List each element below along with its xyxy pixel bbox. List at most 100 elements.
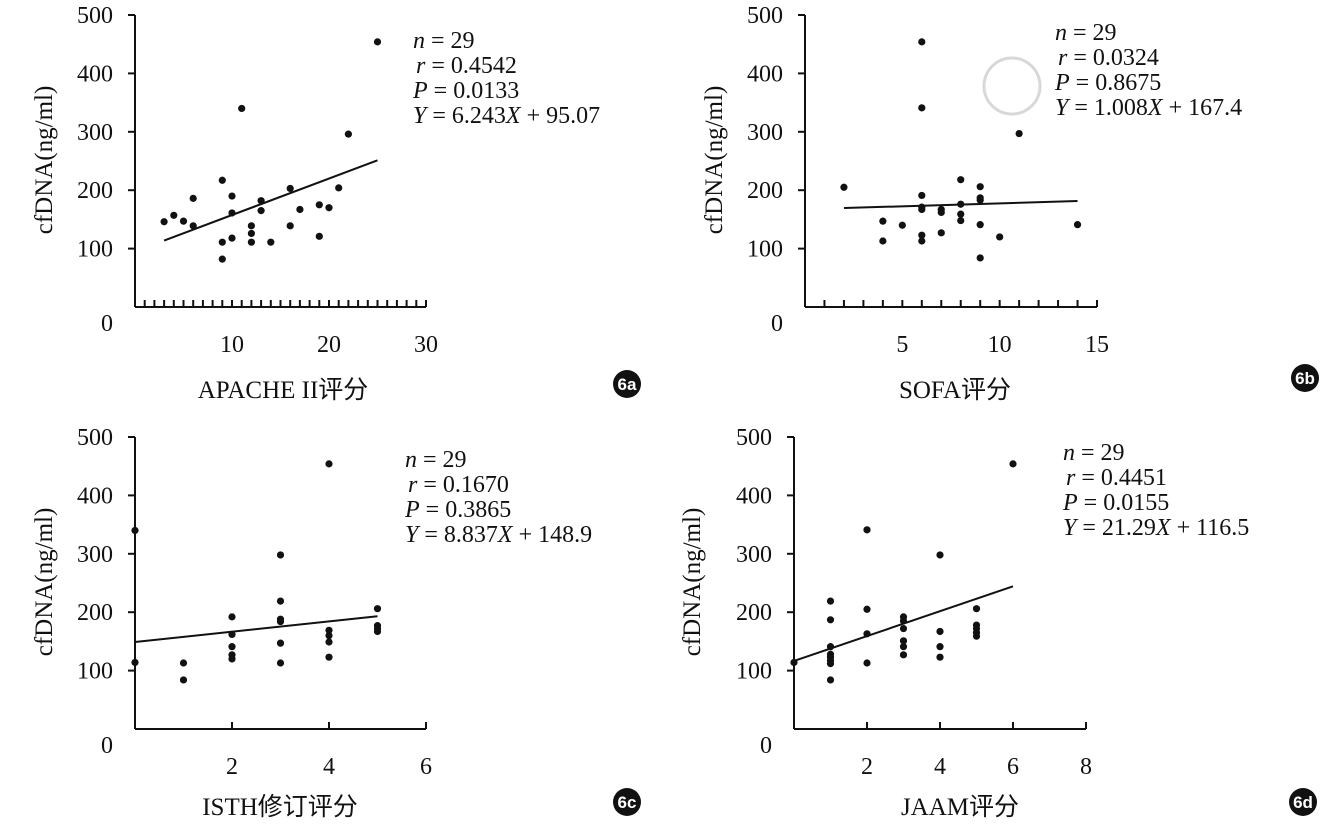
stat-slope: 8.837 [444, 522, 498, 548]
data-point [247, 222, 255, 230]
panel-badge-label: 6d [1293, 793, 1313, 812]
stat-equation: Y = 21.29X + 116.5 [1063, 515, 1249, 541]
y-tick-label: 100 [747, 237, 783, 263]
data-point [276, 551, 285, 559]
data-point [267, 238, 275, 246]
panel-6b: 0 100 200 300 400 500 5 10 15 cfDNA(ng/ml) SOFA评分 n… [701, 3, 1319, 404]
data-point [179, 659, 188, 667]
stat-symbol: r [408, 472, 418, 498]
stat-value-r: 0.0324 [1093, 45, 1159, 71]
y-tick-label: 300 [77, 120, 113, 146]
stat-symbol: P [412, 78, 428, 104]
stat-symbol: r [416, 53, 426, 79]
stat-eq: = [1070, 70, 1096, 96]
y-tick-label: 400 [747, 61, 783, 87]
data-point [957, 216, 965, 225]
stat-value-n: 29 [1093, 20, 1117, 46]
regression-line [163, 159, 378, 242]
x-axis-label: SOFA评分 [899, 376, 1011, 404]
stat-n: n = 29 [413, 28, 475, 54]
x-tick-label: 20 [317, 332, 341, 358]
stat-symbol: Y [1063, 515, 1079, 541]
data-point [179, 676, 188, 684]
stat-value-P: 0.3865 [445, 497, 511, 523]
stat-symbol: n [413, 28, 425, 54]
x-tick-label: 10 [988, 332, 1012, 358]
data-point [286, 222, 294, 230]
y-tick-label: 300 [736, 542, 772, 568]
stat-symbol: Y [413, 103, 429, 129]
data-point [957, 176, 965, 184]
stat-value-P: 0.0133 [453, 78, 519, 104]
data-point [325, 460, 333, 468]
stat-slope: 21.29 [1102, 515, 1156, 541]
data-point [344, 130, 352, 138]
data-point [1015, 129, 1023, 138]
stat-eq: = [417, 472, 443, 498]
data-point [790, 658, 798, 667]
y-tick-label: 200 [77, 600, 113, 626]
data-point [972, 605, 981, 613]
data-point [996, 233, 1004, 241]
data-point [228, 613, 236, 621]
data-point [826, 616, 835, 624]
data-point [863, 605, 871, 613]
data-point [899, 643, 908, 651]
data-point [976, 196, 984, 204]
y-axis-label: cfDNA(ng/ml) [31, 86, 58, 235]
panel-badge [613, 788, 641, 816]
panel-badge-label: 6c [618, 793, 637, 812]
data-point [247, 238, 255, 246]
data-point [218, 255, 226, 263]
stat-plus: + [521, 103, 547, 129]
y-axis-label: cfDNA(ng/ml) [31, 508, 58, 657]
data-point [373, 627, 382, 636]
stat-intercept: 148.9 [538, 522, 592, 548]
data-point [315, 201, 323, 209]
data-point [937, 208, 945, 216]
data-point [899, 651, 908, 659]
data-point [228, 655, 236, 663]
stat-symbol: Y [405, 522, 421, 548]
data-point [1073, 221, 1082, 229]
stat-r: r = 0.0324 [1058, 45, 1159, 71]
stat-intercept: 116.5 [1196, 515, 1249, 541]
y-tick-label: 500 [77, 3, 113, 29]
stat-value-P: 0.0155 [1103, 490, 1169, 516]
stat-symbol: n [1063, 440, 1075, 466]
data-point [189, 194, 197, 202]
data-point [936, 653, 944, 661]
stat-equation: Y = 6.243X + 95.07 [413, 103, 600, 129]
y-tick-label: 0 [101, 311, 113, 337]
x-tick-label: 15 [1085, 332, 1109, 358]
stat-symbol: X [1147, 95, 1164, 121]
stat-eq: = [418, 522, 444, 548]
data-point [373, 605, 382, 613]
y-tick-label: 400 [77, 61, 113, 87]
stat-eq: = [1078, 490, 1104, 516]
stat-plus: + [1171, 515, 1197, 541]
data-point [189, 222, 197, 230]
stat-equation: Y = 8.837X + 148.9 [405, 522, 592, 548]
y-tick-label: 200 [747, 178, 783, 204]
data-point [936, 627, 944, 636]
data-point [976, 254, 984, 262]
data-point [228, 192, 236, 200]
data-point [228, 209, 236, 217]
stat-symbol: P [1062, 490, 1078, 516]
stat-symbol: n [1055, 20, 1067, 46]
panel-6c: 0 100 200 300 400 500 2 4 6 cfDNA(ng/ml) ISTH修订评分 n… [31, 425, 641, 821]
data-point [228, 630, 236, 638]
data-point [957, 200, 965, 208]
data-point [863, 659, 871, 667]
data-point [247, 229, 255, 238]
data-point [879, 237, 887, 245]
data-point [325, 631, 333, 640]
panel-6d: 0 100 200 300 400 500 2 4 6 8 cfDNA(ng/ml) JAAM评分 n … [679, 425, 1317, 821]
data-point [826, 597, 835, 605]
data-point [899, 624, 908, 633]
data-point [276, 659, 285, 667]
data-point [296, 205, 304, 214]
